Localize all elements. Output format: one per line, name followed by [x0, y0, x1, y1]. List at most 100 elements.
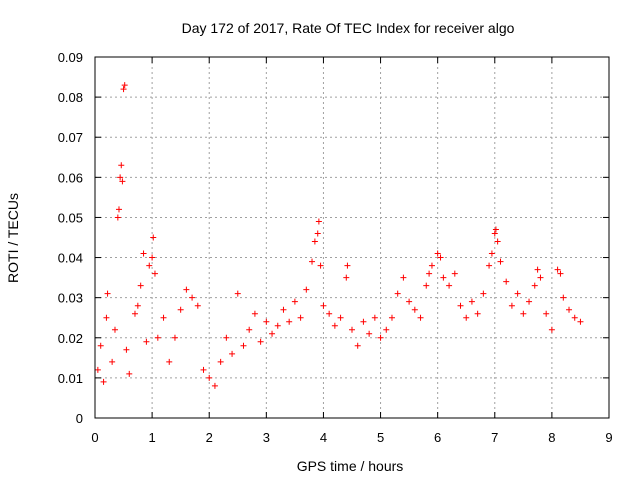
data-point [120, 86, 127, 93]
data-point [118, 162, 125, 169]
data-point [411, 306, 418, 313]
data-point [240, 342, 247, 349]
data-point [531, 282, 538, 289]
data-series-roti [94, 82, 584, 389]
data-point [543, 310, 550, 317]
data-point [491, 230, 498, 237]
data-point [463, 314, 470, 321]
data-point [154, 334, 161, 341]
data-point [331, 322, 338, 329]
data-point [426, 270, 433, 277]
data-point [394, 290, 401, 297]
data-point [383, 326, 390, 333]
data-point [263, 318, 270, 325]
y-tick-label: 0.09 [58, 50, 83, 65]
data-point [514, 290, 521, 297]
data-point [548, 326, 555, 333]
data-point [437, 254, 444, 261]
chart-title: Day 172 of 2017, Rate Of TEC Index for r… [182, 20, 515, 36]
data-point [143, 338, 150, 345]
data-point [560, 294, 567, 301]
data-point [360, 318, 367, 325]
data-point [211, 382, 218, 389]
data-point [343, 274, 350, 281]
data-point [223, 334, 230, 341]
grid-lines [95, 57, 609, 418]
data-point [103, 314, 110, 321]
data-point [344, 262, 351, 269]
y-tick-label: 0.08 [58, 90, 83, 105]
data-point [104, 290, 111, 297]
data-point [492, 226, 499, 233]
data-point [451, 270, 458, 277]
plot-frame [94, 56, 610, 419]
data-point [149, 254, 156, 261]
data-point [428, 262, 435, 269]
data-point [494, 238, 501, 245]
data-point [151, 270, 158, 277]
data-point [520, 310, 527, 317]
data-point [440, 274, 447, 281]
data-point [131, 310, 138, 317]
data-point [497, 258, 504, 265]
data-point [537, 274, 544, 281]
data-point [189, 294, 196, 301]
data-point [317, 262, 324, 269]
data-point [314, 230, 321, 237]
x-tick-label: 0 [91, 430, 98, 445]
data-point [246, 326, 253, 333]
data-point [406, 298, 413, 305]
data-point [140, 250, 147, 257]
data-point [269, 330, 276, 337]
data-point [354, 342, 361, 349]
data-point [474, 310, 481, 317]
data-point [117, 174, 124, 181]
data-point [234, 290, 241, 297]
data-point [423, 282, 430, 289]
x-tick-label: 3 [263, 430, 270, 445]
data-point [297, 314, 304, 321]
y-tick-label: 0.04 [58, 251, 83, 266]
data-point [388, 314, 395, 321]
x-tick-label: 9 [605, 430, 612, 445]
data-point [320, 302, 327, 309]
data-point [177, 306, 184, 313]
data-point [100, 378, 107, 385]
data-point [326, 310, 333, 317]
data-point [115, 206, 122, 213]
data-point [194, 302, 201, 309]
data-point [480, 290, 487, 297]
data-point [200, 366, 207, 373]
x-tick-label: 7 [491, 430, 498, 445]
data-point [349, 326, 355, 333]
data-point [126, 370, 133, 377]
data-point [311, 238, 318, 245]
data-point [114, 214, 121, 221]
y-tick-label: 0.05 [58, 210, 83, 225]
data-point [303, 286, 310, 293]
data-point [251, 310, 258, 317]
data-point [97, 342, 104, 349]
data-point [371, 314, 378, 321]
data-point [366, 330, 373, 337]
x-tick-label: 2 [206, 430, 213, 445]
y-tick-label: 0.01 [58, 371, 83, 386]
data-point [166, 358, 173, 365]
data-point [94, 366, 101, 373]
data-point [123, 346, 130, 353]
data-point [571, 314, 578, 321]
data-point [508, 302, 515, 309]
data-point [217, 358, 224, 365]
data-point [137, 282, 144, 289]
data-point [486, 262, 493, 269]
data-point [206, 374, 213, 381]
y-tick-label: 0 [76, 411, 83, 426]
data-point [534, 266, 541, 273]
x-tick-label: 1 [148, 430, 155, 445]
data-point [554, 266, 561, 273]
data-point [274, 322, 281, 329]
data-point [183, 286, 190, 293]
data-point [400, 274, 407, 281]
y-tick-label: 0.02 [58, 331, 83, 346]
data-point [566, 306, 573, 313]
